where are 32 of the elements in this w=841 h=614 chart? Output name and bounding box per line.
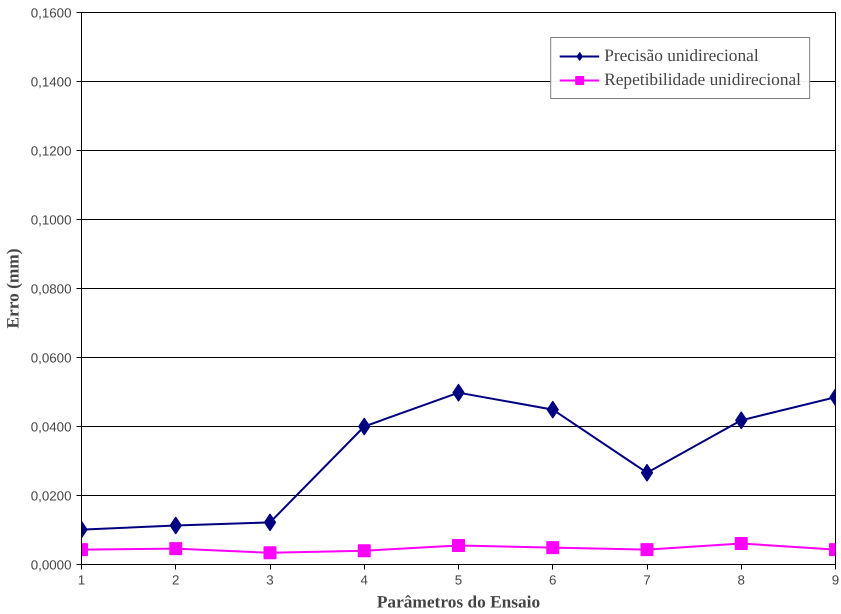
- y-tick-label: 0,1600: [30, 6, 72, 20]
- point: [264, 546, 276, 560]
- x-tick-label: 3: [266, 572, 274, 588]
- x-tick-label: 1: [78, 572, 86, 588]
- point: [734, 536, 748, 550]
- y-tick-label: 0,0800: [30, 282, 72, 296]
- point: [452, 384, 465, 402]
- legend-label: Precisão unidirecional: [604, 46, 759, 66]
- point: [169, 542, 182, 556]
- y-tick-label: 0,1400: [30, 74, 72, 90]
- x-tick-label: 8: [738, 572, 745, 588]
- y-tick-label: 0,0400: [30, 420, 72, 434]
- x-tick-label: 6: [549, 572, 556, 588]
- y-tick-label: 0,0000: [30, 558, 72, 572]
- point: [640, 464, 654, 482]
- y-tick-label: 0,0200: [30, 488, 72, 504]
- x-axis-title: Parâmetros do Ensaio: [376, 592, 540, 612]
- point: [640, 543, 654, 556]
- x-tick-label: 2: [172, 572, 180, 588]
- x-tick-label: 9: [832, 572, 840, 588]
- y-tick-label: 0,0600: [30, 350, 72, 366]
- x-tick-label: 4: [360, 572, 369, 588]
- legend-label: Repetibilidade unidirecional: [604, 70, 801, 90]
- x-tick-label: 5: [454, 572, 462, 588]
- point: [264, 513, 276, 532]
- point: [546, 541, 560, 554]
- point: [358, 544, 371, 558]
- y-tick-label: 0,1200: [30, 144, 72, 158]
- x-tick-label: 7: [643, 572, 651, 588]
- y-tick-label: 0,1000: [30, 212, 72, 228]
- y-axis-title: Erro (mm): [4, 248, 23, 329]
- point: [452, 539, 465, 552]
